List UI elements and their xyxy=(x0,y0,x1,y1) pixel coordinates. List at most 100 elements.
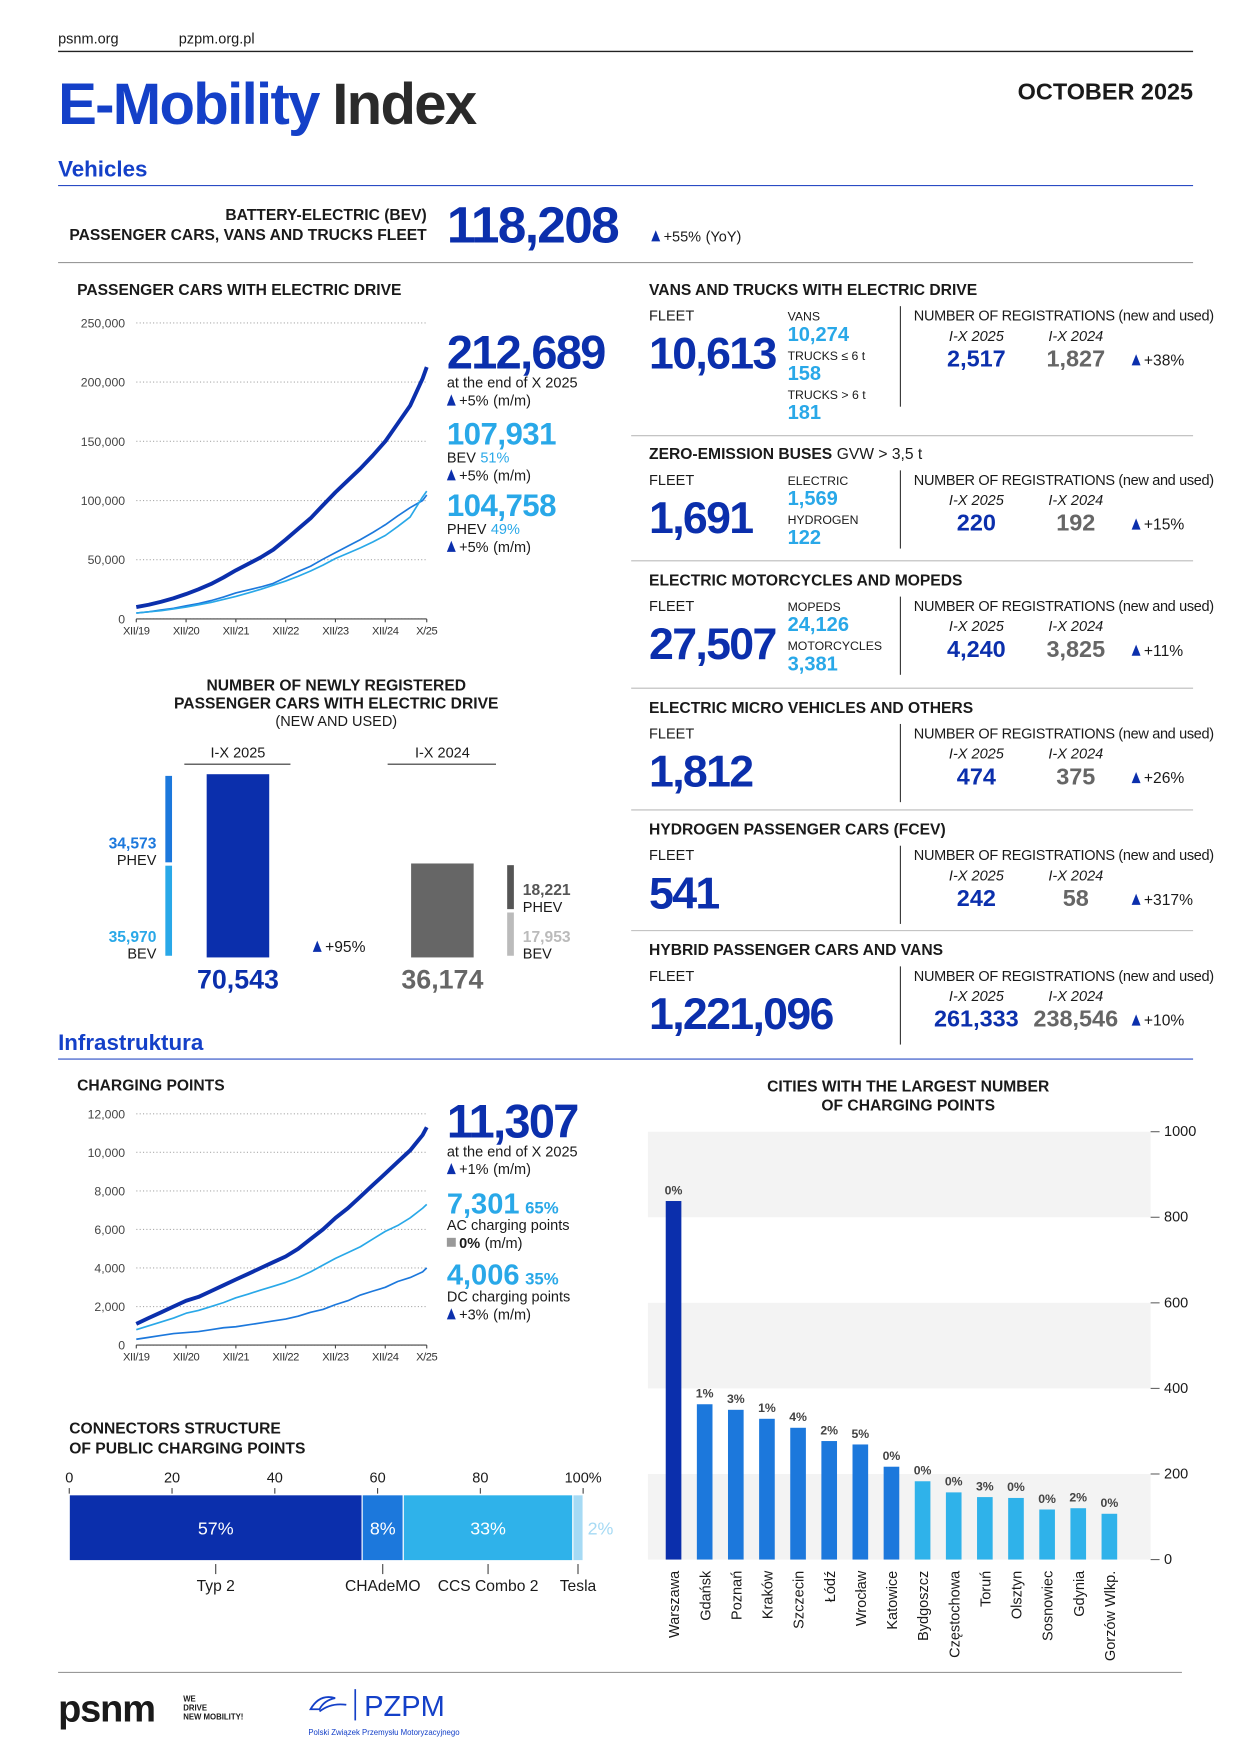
fleet-value: 1,221,096 xyxy=(649,990,833,1039)
change-part: (m/m) xyxy=(493,540,531,556)
segment-value: 17,953 xyxy=(523,929,571,946)
pzpm-name: Polski Związek Przemysłu Motoryzacyjnego xyxy=(308,1728,460,1737)
summary-item-name-part: 51% xyxy=(480,451,509,467)
series-line xyxy=(136,1267,428,1341)
change-part: (m/m) xyxy=(493,1162,531,1178)
change-part: (m/m) xyxy=(493,468,531,484)
y-tick-label: 0 xyxy=(1164,1552,1172,1568)
bar xyxy=(1101,1513,1118,1560)
change-part: +38% xyxy=(1144,352,1185,369)
category-label: Tesla xyxy=(560,1578,597,1595)
regs-period: I-X 2025 xyxy=(949,493,1005,509)
segment-name: BEV xyxy=(523,947,552,963)
regs-period: I-X 2024 xyxy=(1048,868,1103,884)
regs-value: 2,517 xyxy=(947,345,1006,371)
regs-value: 4,240 xyxy=(947,636,1006,662)
y-tick-label: 1000 xyxy=(1164,1124,1196,1140)
tile-title-part: ZERO-EMISSION BUSES xyxy=(649,446,832,463)
bar-annotation: 0% xyxy=(1007,1480,1025,1494)
segment-name: BEV xyxy=(127,947,156,963)
breakdown-label: VANS xyxy=(788,310,821,324)
title-part: E-Mobility xyxy=(58,72,320,137)
change: +1% (m/m) xyxy=(459,1162,531,1178)
regs-value: 242 xyxy=(957,885,996,911)
breakdown-value: 1,569 xyxy=(788,488,838,510)
y-tick-label: 100,000 xyxy=(81,494,126,508)
x-tick-label: Wrocław xyxy=(854,1570,870,1626)
y-tick-label: 200,000 xyxy=(81,376,126,390)
segment-label: 8% xyxy=(370,1518,396,1538)
change-part: +1% xyxy=(459,1162,489,1178)
change: +11% xyxy=(1144,643,1183,660)
band xyxy=(647,1302,1151,1389)
breakdown-value: 24,126 xyxy=(788,614,849,636)
change-part: (m/m) xyxy=(485,1236,523,1252)
up-arrow xyxy=(446,394,456,406)
regs-value: 261,333 xyxy=(934,1006,1019,1032)
x-tick-label: X/25 xyxy=(416,626,437,638)
y-tick-label: 0 xyxy=(118,1339,125,1353)
regs-period: I-X 2024 xyxy=(1048,747,1103,763)
regs-value: 474 xyxy=(957,763,996,789)
x-tick-label: 20 xyxy=(164,1470,180,1486)
x-tick-label: XII/22 xyxy=(272,1352,299,1364)
regs-period: I-X 2024 xyxy=(1048,619,1103,635)
change: +5% (m/m) xyxy=(459,540,531,556)
breakdown-label: HYDROGEN xyxy=(788,513,859,527)
change-part: +10% xyxy=(1144,1013,1185,1030)
chart-title: (NEW AND USED) xyxy=(275,714,397,730)
tile-title-part: GVW > 3,5 t xyxy=(837,446,923,463)
bar-annotation: 3% xyxy=(976,1479,994,1493)
kpi-label: PASSENGER CARS, VANS AND TRUCKS FLEET xyxy=(69,227,427,244)
change-part: +5% xyxy=(459,540,489,556)
y-tick-label: 10,000 xyxy=(88,1146,126,1160)
segment-name: PHEV xyxy=(523,900,563,916)
segment-bar xyxy=(507,865,514,910)
regs-value: 3,825 xyxy=(1046,636,1105,662)
x-tick-label: Olsztyn xyxy=(1010,1571,1026,1619)
regs-period: I-X 2024 xyxy=(1048,329,1103,345)
change-part: +55% xyxy=(664,229,702,245)
segment-value: 34,573 xyxy=(109,835,157,852)
regs-period: I-X 2024 xyxy=(1048,493,1103,509)
change-part: +5% xyxy=(459,468,489,484)
breakdown-label: ELECTRIC xyxy=(788,474,849,488)
tile-title: HYDROGEN PASSENGER CARS (FCEV) xyxy=(649,822,946,839)
regs-label: NUMBER OF REGISTRATIONS (new and used) xyxy=(914,599,1214,615)
bar-annotation: 0% xyxy=(883,1449,901,1463)
regs-period: I-X 2025 xyxy=(949,868,1005,884)
x-tick-label: 40 xyxy=(267,1470,283,1486)
bar-annotation: 5% xyxy=(851,1427,869,1441)
y-tick-label: 600 xyxy=(1164,1295,1188,1311)
pzpm-icon xyxy=(309,1696,347,1713)
y-tick-label: 6,000 xyxy=(94,1223,125,1237)
breakdown-value: 158 xyxy=(788,363,822,385)
y-tick-label: 800 xyxy=(1164,1210,1188,1226)
up-arrow xyxy=(446,1308,456,1320)
fleet-value: 1,812 xyxy=(649,748,753,797)
footer-slogan: NEW MOBILITY! xyxy=(183,1712,243,1721)
summary-item-value: 107,931 xyxy=(447,417,556,452)
x-tick-label: XII/19 xyxy=(123,626,150,638)
change-part: +3% xyxy=(459,1307,489,1323)
regs-value: 192 xyxy=(1056,510,1095,536)
y-tick-label: 150,000 xyxy=(81,435,126,449)
bar xyxy=(914,1481,931,1560)
x-tick-label: XII/19 xyxy=(123,1352,150,1364)
chart-title: OF CHARGING POINTS xyxy=(821,1097,995,1114)
chart-title: PASSENGER CARS WITH ELECTRIC DRIVE xyxy=(77,282,401,299)
tile-title-part: HYDROGEN PASSENGER CARS (FCEV) xyxy=(649,822,946,839)
regs-label: NUMBER OF REGISTRATIONS (new and used) xyxy=(914,726,1214,742)
regs-value: 1,827 xyxy=(1046,345,1105,371)
fleet-label: FLEET xyxy=(649,309,694,325)
tile-title: ZERO-EMISSION BUSES GVW > 3,5 t xyxy=(649,446,923,463)
bar xyxy=(790,1427,806,1560)
category-label: Typ 2 xyxy=(197,1578,235,1595)
change: 0% (m/m) xyxy=(459,1236,522,1252)
breakdown-value: 181 xyxy=(788,402,822,424)
y-tick-label: 400 xyxy=(1164,1381,1188,1397)
fleet-label: FLEET xyxy=(649,726,694,742)
segment-value: 35,970 xyxy=(109,929,157,946)
x-tick-label: 80 xyxy=(472,1470,488,1486)
bar xyxy=(696,1404,713,1560)
